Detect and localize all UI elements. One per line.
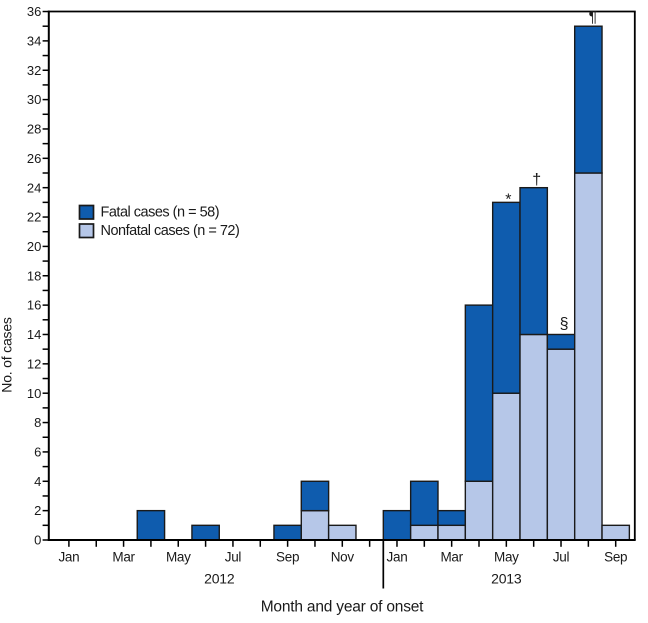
bar-segment-nonfatal-feb-2013 xyxy=(409,524,439,541)
x-tick-label: Sep xyxy=(276,550,299,565)
bar-segment-nonfatal-jul-2013 xyxy=(546,348,576,541)
bar-segment-nonfatal-apr-2013 xyxy=(464,480,494,541)
x-tick-label: Jul xyxy=(225,550,242,565)
annotation-symbol: § xyxy=(560,316,569,333)
bar-segment-fatal-may-2013 xyxy=(491,201,521,394)
y-tick-label: 8 xyxy=(34,415,41,430)
y-tick-label: 12 xyxy=(27,356,41,371)
x-tick-label: Jan xyxy=(58,550,79,565)
legend-label-fatal: Fatal cases (n = 58) xyxy=(101,205,220,221)
bar-segment-fatal-aug-2013 xyxy=(573,25,603,174)
y-tick-label: 20 xyxy=(27,239,41,254)
x-tick-label: Nov xyxy=(331,550,355,565)
bar-segment-nonfatal-nov-2012 xyxy=(327,524,357,541)
y-tick-label: 4 xyxy=(34,474,41,489)
y-tick-label: 36 xyxy=(27,4,41,19)
x-tick-label: May xyxy=(494,550,519,565)
bar-segment-fatal-sep-2012 xyxy=(273,524,302,541)
y-tick-label: 32 xyxy=(27,63,41,78)
y-tick-label: 2 xyxy=(34,503,41,518)
legend-swatch-fatal xyxy=(78,204,95,220)
bar-segment-fatal-jul-2013 xyxy=(546,333,576,350)
bar-segment-nonfatal-aug-2013 xyxy=(573,172,603,541)
bar-segment-fatal-jan-2013 xyxy=(382,509,412,541)
year-label-2013: 2013 xyxy=(491,571,522,587)
bars-layer xyxy=(136,25,631,541)
x-tick-label: Sep xyxy=(604,550,627,565)
y-tick-label: 14 xyxy=(27,327,41,342)
y-tick-label: 6 xyxy=(34,445,41,460)
x-axis-title: Month and year of onset xyxy=(261,599,424,616)
x-tick-label: Jul xyxy=(553,550,570,565)
y-tick-label: 16 xyxy=(27,298,41,313)
y-tick-label: 26 xyxy=(27,151,41,166)
x-tick-label: Mar xyxy=(112,550,135,565)
y-tick-label: 34 xyxy=(27,33,41,48)
legend-swatch-nonfatal xyxy=(78,223,95,239)
bar-segment-nonfatal-may-2013 xyxy=(491,392,521,541)
year-label-2012: 2012 xyxy=(204,571,235,587)
bar-segment-nonfatal-sep-2013 xyxy=(601,524,631,541)
annotations-layer: * † § ¶ xyxy=(505,9,597,332)
annotation-symbol: * xyxy=(505,192,511,209)
bar-segment-fatal-feb-2013 xyxy=(409,480,439,527)
legend: Fatal cases (n = 58) Nonfatal cases (n =… xyxy=(78,204,240,239)
x-tick-label: Jan xyxy=(387,550,408,565)
bar-segment-nonfatal-oct-2012 xyxy=(300,509,330,541)
y-tick-label: 0 xyxy=(34,533,41,548)
annotation-symbol: † xyxy=(532,171,541,188)
bar-segment-fatal-oct-2012 xyxy=(300,480,330,512)
y-tick-label: 24 xyxy=(27,180,41,195)
bar-segment-nonfatal-jun-2013 xyxy=(519,333,549,541)
y-axis-title: No. of cases xyxy=(0,317,15,393)
annotation-symbol: ¶ xyxy=(589,9,598,26)
bar-segment-fatal-jun-2013 xyxy=(519,186,549,336)
bar-segment-fatal-apr-2013 xyxy=(464,304,494,482)
legend-label-nonfatal: Nonfatal cases (n = 72) xyxy=(101,223,240,239)
bar-segment-fatal-mar-2013 xyxy=(437,509,467,527)
y-tick-label: 22 xyxy=(27,210,41,225)
bar-segment-fatal-jun-2012 xyxy=(191,524,220,541)
y-tick-label: 10 xyxy=(27,386,41,401)
bar-segment-nonfatal-mar-2013 xyxy=(437,524,467,541)
y-tick-label: 30 xyxy=(27,92,41,107)
y-tick-label: 18 xyxy=(27,268,41,283)
ticks-layer xyxy=(42,10,617,547)
x-tick-label: Mar xyxy=(440,550,463,565)
bar-segment-fatal-apr-2012 xyxy=(136,509,166,541)
x-tick-label: May xyxy=(166,550,191,565)
y-tick-label: 28 xyxy=(27,122,41,137)
